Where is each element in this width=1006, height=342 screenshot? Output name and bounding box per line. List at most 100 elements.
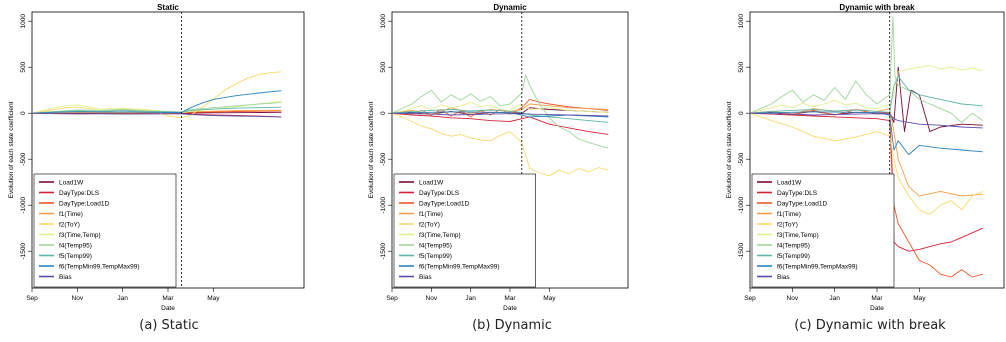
y-tick-label: 1000 xyxy=(738,14,745,29)
series-line xyxy=(749,111,983,156)
legend-label: Load1W xyxy=(777,179,802,186)
legend: Load1W DayType:DLS DayType:Load1D f1(Time) f… xyxy=(393,173,536,288)
x-tick-label: Nov xyxy=(426,295,438,302)
legend-label: f3(Time,Temp) xyxy=(419,232,461,239)
x-tick-label: Mar xyxy=(162,295,174,302)
y-tick-label: 1000 xyxy=(20,14,27,29)
y-tick-label: 500 xyxy=(738,61,745,72)
y-tick-label: -1500 xyxy=(738,243,745,260)
chart-title: Static xyxy=(157,3,179,12)
x-tick-label: Sep xyxy=(386,295,398,302)
x-tick-label: May xyxy=(543,295,556,302)
series-line xyxy=(391,112,609,135)
legend-label: f5(Temp99) xyxy=(59,253,92,260)
y-tick-label: -1500 xyxy=(20,243,27,260)
legend-label: f3(Time,Temp) xyxy=(777,232,819,239)
x-tick-label: Nov xyxy=(787,295,799,302)
series-line xyxy=(31,112,282,118)
legend-label: DayType:Load1D xyxy=(777,200,828,207)
x-tick-label: Jan xyxy=(829,295,840,302)
x-axis-label: Date xyxy=(161,305,175,312)
legend-label: f6(TempMin99,TempMax99) xyxy=(777,263,858,270)
legend-label: Load1W xyxy=(419,179,444,186)
x-axis-label: Date xyxy=(870,305,884,312)
x-tick-label: Nov xyxy=(72,295,84,302)
series-line xyxy=(391,74,609,149)
legend-label: DayType:DLS xyxy=(59,190,100,197)
legend-label: f2(ToY) xyxy=(419,221,440,228)
series-line xyxy=(749,16,984,123)
y-tick-label: -500 xyxy=(380,152,387,165)
legend-label: DayType:DLS xyxy=(777,190,818,197)
y-axis-label: Evolution of each state coefficient xyxy=(8,101,15,198)
series-line xyxy=(749,112,983,129)
y-tick-label: -1000 xyxy=(380,197,387,214)
legend-label: DayType:Load1D xyxy=(419,200,470,207)
x-tick-label: Jan xyxy=(465,295,476,302)
chart-title: Dynamic with break xyxy=(839,3,915,12)
caption-dynamic-break: (c) Dynamic with break xyxy=(794,318,946,333)
legend-label: f5(Temp99) xyxy=(777,253,810,260)
legend-label: Load1W xyxy=(59,179,84,186)
series-line xyxy=(749,64,983,114)
series-line xyxy=(749,109,983,278)
y-tick-label: 0 xyxy=(380,111,387,115)
series-line xyxy=(391,112,609,117)
legend-label: Bias xyxy=(777,274,790,281)
legend-label: f2(ToY) xyxy=(777,221,798,228)
y-tick-label: -1000 xyxy=(738,197,745,214)
x-tick-label: Jan xyxy=(117,295,128,302)
y-tick-label: 500 xyxy=(380,61,387,72)
chart-title: Dynamic xyxy=(493,3,527,12)
legend-label: Bias xyxy=(59,274,72,281)
legend-label: f6(TempMin99,TempMax99) xyxy=(59,263,140,270)
y-tick-label: 0 xyxy=(20,111,27,115)
legend-label: f5(Temp99) xyxy=(419,253,452,260)
series-line xyxy=(391,109,609,123)
legend-label: DayType:DLS xyxy=(419,190,460,197)
y-tick-label: -500 xyxy=(738,152,745,165)
legend-label: f1(Time) xyxy=(419,211,443,218)
series-line xyxy=(391,112,609,177)
legend-label: f4(Temp95) xyxy=(419,242,452,249)
x-tick-label: Mar xyxy=(871,295,883,302)
series-line xyxy=(31,90,282,114)
chart-panel-3: Dynamic with break 1000 500 0 -500 -1000 -1500… xyxy=(726,3,1005,312)
legend: Load1W DayType:DLS DayType:Load1D f1(Time) f… xyxy=(751,173,895,288)
series-line xyxy=(391,101,609,114)
y-tick-label: 500 xyxy=(20,61,27,72)
legend: Load1W DayType:DLS DayType:Load1D f1(Time) f… xyxy=(33,173,177,288)
legend-label: Bias xyxy=(419,274,432,281)
chart-panel-1: Static 1000 500 0 -500 -1000 -1500 Evolution of… xyxy=(8,3,305,312)
legend-label: f4(Temp95) xyxy=(777,242,810,249)
legend-label: f1(Time) xyxy=(777,211,801,218)
y-tick-label: -500 xyxy=(20,152,27,165)
y-tick-label: 1000 xyxy=(380,14,387,29)
legend-label: f6(TempMin99,TempMax99) xyxy=(419,263,500,270)
series-line xyxy=(749,66,983,133)
y-axis-label: Evolution of each state coefficient xyxy=(368,101,375,198)
legend-box xyxy=(393,173,536,288)
legend-label: f4(Temp95) xyxy=(59,242,92,249)
x-tick-label: May xyxy=(207,295,220,302)
caption-static: (a) Static xyxy=(139,318,199,333)
x-tick-label: Sep xyxy=(26,295,38,302)
x-tick-label: Mar xyxy=(504,295,516,302)
legend-box xyxy=(751,173,895,288)
legend-label: f3(Time,Temp) xyxy=(59,232,101,239)
y-tick-label: -1000 xyxy=(20,197,27,214)
x-tick-label: Sep xyxy=(744,295,756,302)
legend-label: f2(ToY) xyxy=(59,221,80,228)
series-line xyxy=(749,112,983,215)
x-tick-label: May xyxy=(913,295,926,302)
legend-label: DayType:Load1D xyxy=(59,200,110,207)
y-tick-label: -1500 xyxy=(380,243,387,260)
legend-label: f1(Time) xyxy=(59,211,83,218)
x-axis-label: Date xyxy=(503,305,517,312)
legend-box xyxy=(33,173,177,288)
chart-panel-2: Dynamic 1000 500 0 -500 -1000 -1500 Evolution o… xyxy=(368,3,629,312)
y-axis-label: Evolution of each state coefficient xyxy=(726,101,733,198)
series-line xyxy=(31,106,282,114)
y-tick-label: 0 xyxy=(738,111,745,115)
